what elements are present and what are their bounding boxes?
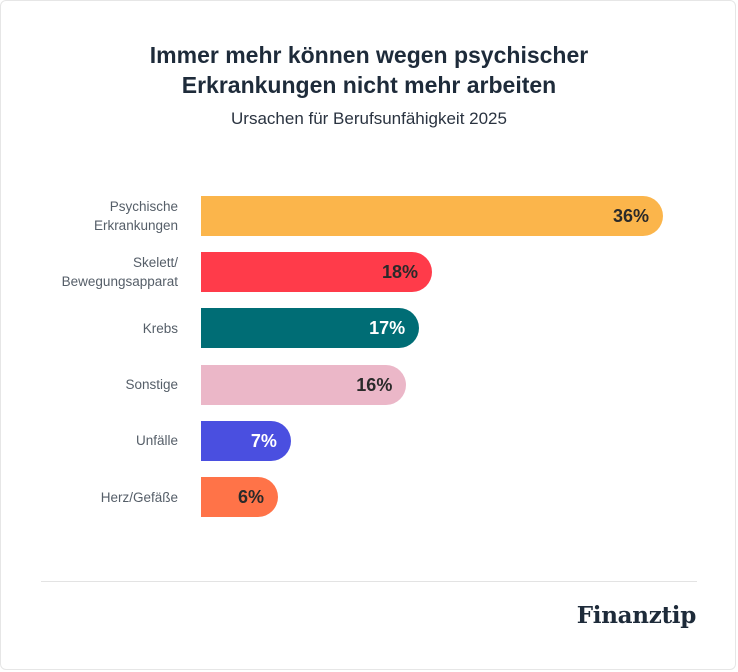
bar-value-label: 16% (356, 374, 393, 395)
bar (201, 477, 278, 517)
category-label-line: Herz/Gefäße (100, 489, 178, 505)
bar (201, 420, 291, 461)
chart-title-line-2: Erkrankungen nicht mehr arbeiten (181, 72, 557, 98)
bar-value-label: 36% (612, 206, 649, 226)
chart-title: Immer mehr können wegen psychischer Erkr… (0, 40, 738, 100)
footer-divider (41, 581, 697, 582)
category-label-line: Erkrankungen (93, 218, 178, 233)
bar (201, 364, 407, 405)
bar-value-label: 17% (369, 318, 406, 339)
category-label-line: Bewegungsapparat (61, 274, 178, 290)
bar-value-label: 18% (381, 262, 418, 283)
bar (201, 308, 420, 349)
category-label: Unfälle (0, 431, 178, 450)
category-label-line: Sonstige (125, 377, 178, 393)
bar (201, 252, 432, 293)
bar (201, 196, 663, 236)
category-label-line: Krebs (142, 320, 178, 336)
category-label: Krebs (0, 319, 178, 338)
category-label-line: Unfälle (135, 433, 178, 449)
category-label-line: Skelett/ (132, 255, 178, 271)
category-label: Psychische Erkrankungen (0, 197, 178, 235)
category-label-line: Psychische (109, 199, 178, 214)
category-label: Skelett/Bewegungsapparat (0, 253, 178, 291)
chart-subtitle: Ursachen für Berufsunfähigkeit 2025 (231, 109, 507, 128)
bar-value-label: 6% (237, 487, 264, 507)
category-label: Sonstige (0, 375, 178, 394)
finanztip-logo: Finanztip (576, 602, 697, 629)
category-label: Herz/Gefäße (0, 488, 178, 507)
chart-title-line-1: Immer mehr können wegen psychischer (149, 42, 589, 68)
bar-value-label: 7% (250, 430, 277, 451)
